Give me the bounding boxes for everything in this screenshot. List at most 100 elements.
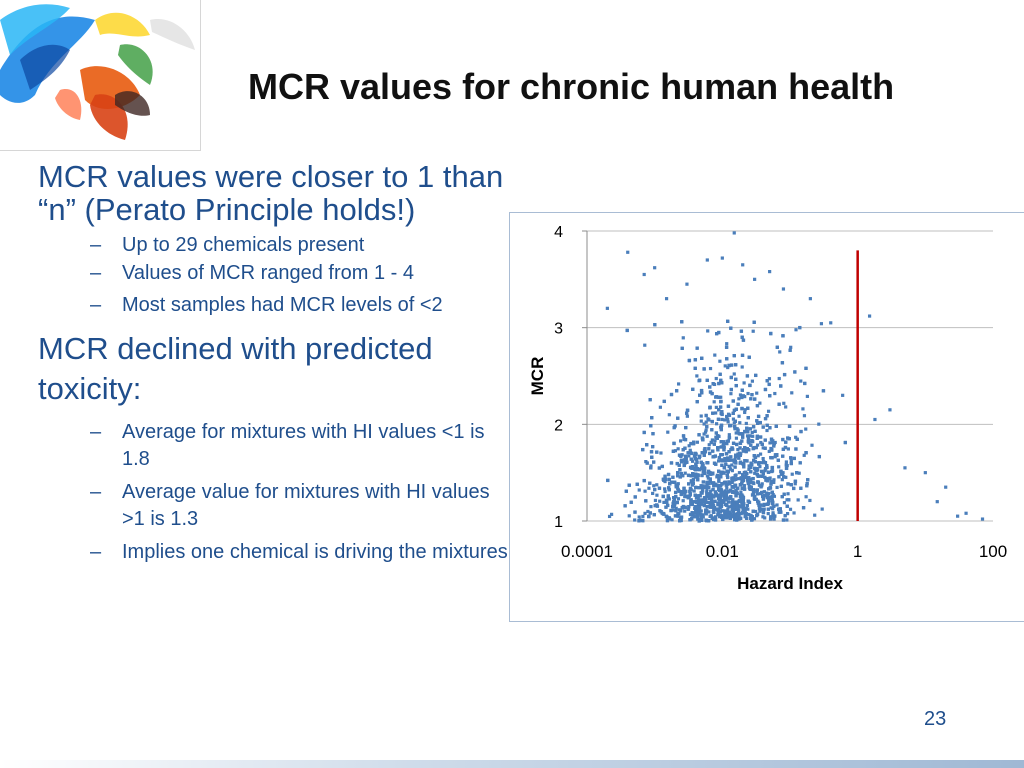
data-point [685,494,689,499]
data-point [761,446,765,450]
data-point [666,503,670,508]
data-point [696,517,700,521]
data-point [728,424,732,428]
data-point [741,505,745,509]
data-point [723,364,727,368]
data-point [701,470,705,474]
data-point [789,345,793,349]
data-point [742,487,747,491]
data-point [746,406,750,410]
data-point [764,478,768,482]
data-point [747,512,751,517]
data-point [703,511,708,515]
data-point [763,516,767,520]
data-point [841,393,845,397]
data-point [705,487,709,492]
data-point [763,469,767,473]
data-point [687,454,691,458]
data-point [698,378,702,382]
data-point [765,477,769,481]
data-point [746,507,750,511]
data-point [678,475,682,479]
data-point [770,466,774,470]
data-point [760,482,764,486]
data-point [647,486,651,490]
data-point [740,511,745,515]
data-point [771,507,775,511]
data-point [751,490,756,494]
data-point [738,441,742,445]
sub-bullet-text: Implies one chemical is driving the mixt… [122,541,508,563]
data-point [738,453,742,458]
data-point [726,319,730,323]
data-point [648,398,652,402]
data-point [779,484,784,489]
data-point [754,469,759,473]
data-point [729,513,734,517]
y-tick-label: 3 [554,321,563,338]
data-point [780,361,785,365]
data-point [733,474,737,478]
data-point [749,516,753,520]
data-point [650,455,654,459]
data-point [695,374,699,378]
data-point [782,501,787,505]
data-point [711,487,715,492]
data-point [699,419,703,423]
data-point [733,419,737,423]
data-point [708,479,712,483]
data-point [637,488,641,492]
data-point [743,470,748,474]
data-point [669,461,674,465]
data-point [733,455,738,459]
data-point [675,484,680,488]
data-point [751,446,755,451]
data-point [750,518,754,522]
data-point [676,488,680,492]
data-point [765,479,770,483]
data-point [690,466,694,470]
data-point [714,411,718,415]
data-point [771,500,775,504]
data-point [718,483,723,488]
data-point [606,478,610,483]
data-point [669,392,674,397]
data-point [749,443,753,447]
data-point [691,387,695,391]
data-point [731,504,736,508]
data-point [793,479,798,483]
data-point [717,493,721,497]
data-point [695,515,699,519]
data-point [693,457,697,461]
data-point [719,399,723,404]
data-point [648,511,652,515]
data-point [734,431,738,435]
data-point [702,496,707,500]
data-point [747,464,751,468]
data-point [679,509,683,513]
data-point [794,435,798,439]
data-point [641,518,645,523]
data-point [788,348,792,352]
data-point [653,487,657,492]
bullet-mcr-declined: MCR declined with predicted toxicity: [38,329,508,409]
y-tick-label: 4 [554,224,563,241]
data-point [662,512,666,516]
data-point [734,407,738,411]
data-point [734,461,738,465]
data-point [637,519,641,523]
data-point [765,493,769,497]
data-point [741,472,745,477]
data-point [727,458,731,462]
y-tick-label: 1 [554,514,563,531]
data-point [627,483,631,487]
data-point [673,480,677,484]
data-point [792,456,796,461]
data-point [803,381,807,386]
data-point [722,466,727,470]
data-point [700,391,704,395]
data-point [699,515,703,519]
data-point [714,431,718,435]
data-point [755,436,759,440]
data-point [671,504,675,509]
